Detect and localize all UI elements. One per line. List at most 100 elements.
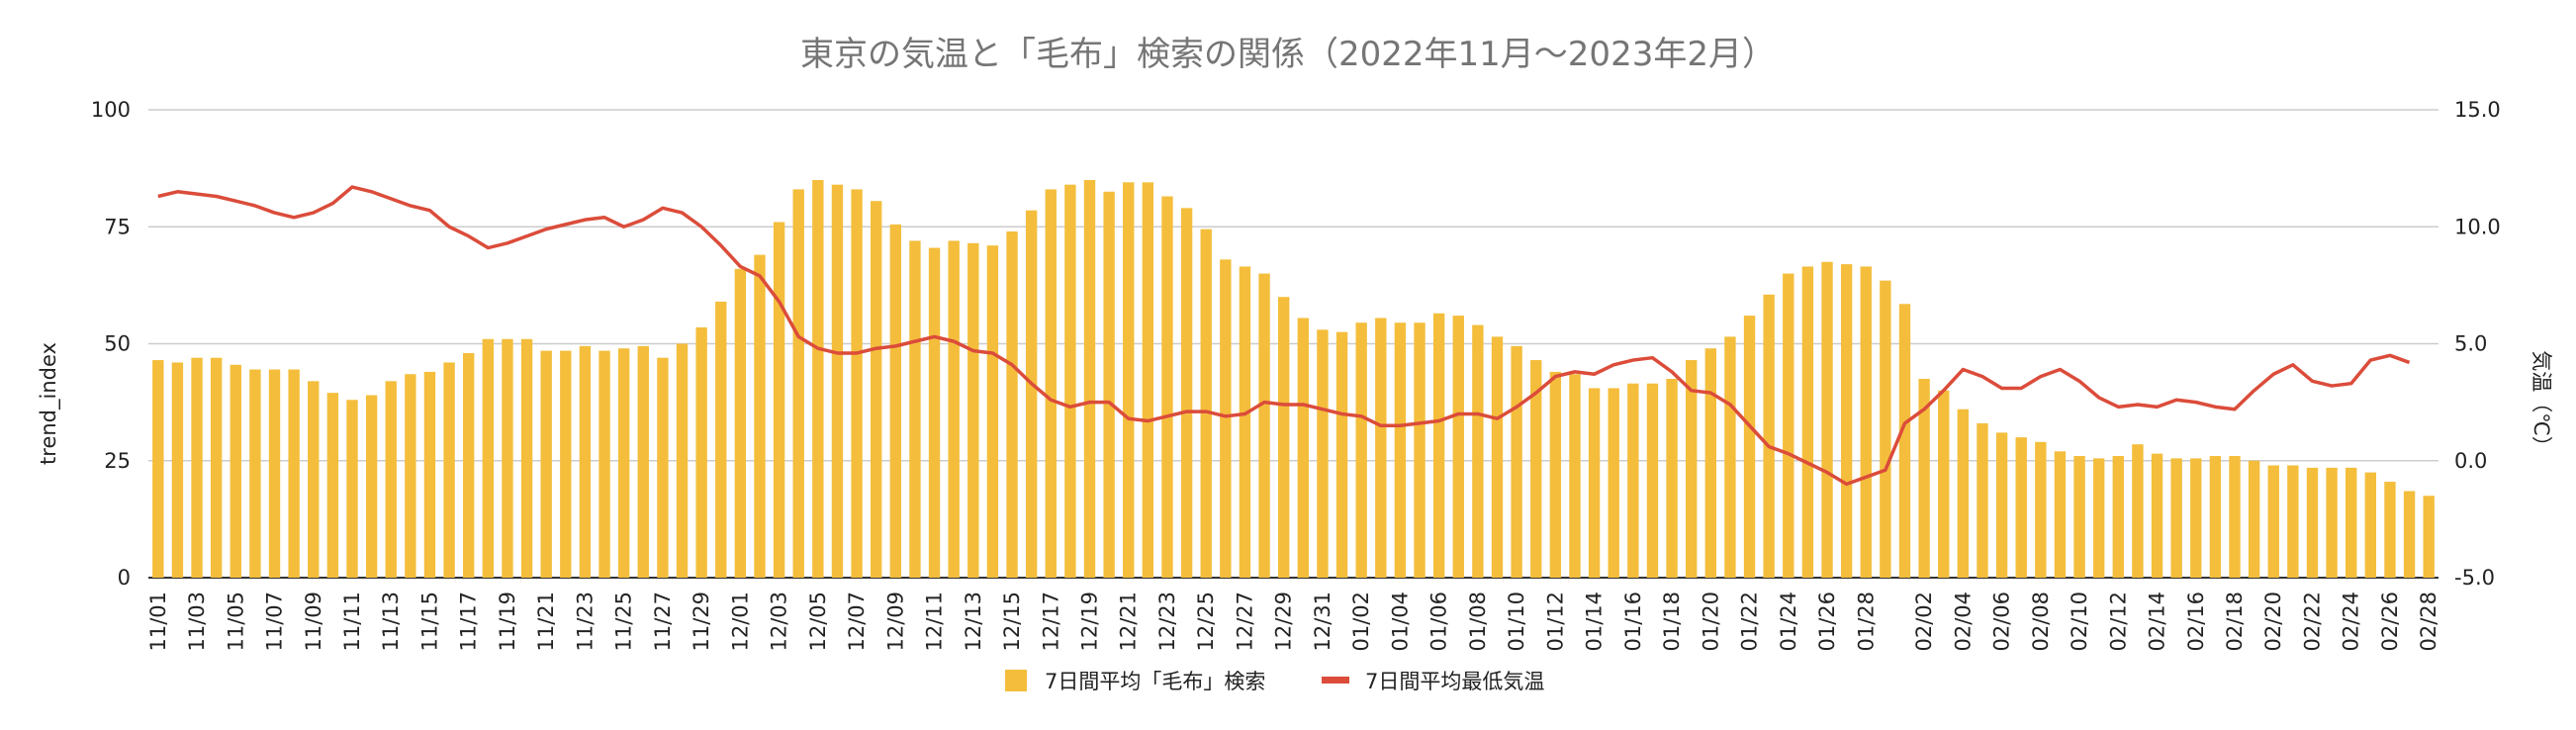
x-tick-label: 01/06 bbox=[1427, 592, 1451, 652]
bar bbox=[385, 381, 397, 578]
x-tick-label: 02/04 bbox=[1951, 592, 1975, 652]
bar bbox=[1083, 179, 1096, 578]
x-tick-label: 01/22 bbox=[1738, 592, 1762, 652]
bar bbox=[308, 381, 320, 578]
bar bbox=[598, 350, 610, 578]
x-tick-label: 12/01 bbox=[728, 592, 752, 652]
bar bbox=[1006, 230, 1018, 579]
right-tick-label: 5.0 bbox=[2454, 332, 2487, 356]
x-tick-label: 01/18 bbox=[1660, 592, 1684, 652]
x-tick-label: 02/28 bbox=[2417, 592, 2440, 652]
bar bbox=[2035, 441, 2047, 578]
bar bbox=[1297, 318, 1309, 578]
bar bbox=[2306, 467, 2319, 578]
x-tick-label: 02/26 bbox=[2378, 592, 2402, 652]
bar bbox=[191, 357, 203, 578]
bar bbox=[2267, 465, 2279, 578]
bar bbox=[520, 338, 533, 578]
x-tick-label: 12/05 bbox=[806, 592, 830, 652]
right-tick-label: 10.0 bbox=[2454, 215, 2501, 238]
right-axis-title: 気温（℃） bbox=[2530, 350, 2553, 457]
bar bbox=[2229, 456, 2241, 578]
x-tick-label: 01/26 bbox=[1815, 592, 1839, 652]
x-tick-label: 11/21 bbox=[534, 592, 558, 652]
bar bbox=[773, 222, 785, 578]
bar bbox=[579, 345, 592, 578]
x-tick-label: 11/09 bbox=[302, 592, 325, 652]
bar bbox=[2384, 482, 2396, 578]
bar bbox=[1938, 390, 1950, 578]
bar bbox=[1646, 383, 1659, 578]
legend-line-label: 7日間平均最低気温 bbox=[1365, 670, 1544, 693]
bar bbox=[792, 189, 804, 578]
bar bbox=[657, 357, 669, 578]
x-tick-label: 02/08 bbox=[2029, 592, 2053, 652]
x-tick-label: 12/23 bbox=[1155, 592, 1179, 652]
bar bbox=[2092, 458, 2105, 578]
bar bbox=[1977, 422, 1988, 578]
bar bbox=[1200, 228, 1212, 579]
bar bbox=[2346, 467, 2357, 578]
x-tick-label: 12/21 bbox=[1117, 592, 1141, 652]
x-tick-label: 12/15 bbox=[1000, 592, 1024, 652]
bar bbox=[1317, 329, 1329, 578]
bar-series bbox=[152, 179, 2435, 579]
bar bbox=[346, 400, 358, 578]
bar bbox=[1588, 388, 1601, 578]
bar bbox=[617, 348, 630, 578]
x-tick-label: 12/13 bbox=[962, 592, 985, 652]
bar bbox=[2132, 444, 2144, 578]
bar bbox=[1258, 273, 1270, 578]
bar bbox=[1763, 294, 1775, 578]
x-tick-label: 12/07 bbox=[845, 592, 869, 652]
bar bbox=[1103, 191, 1115, 578]
bar bbox=[1995, 432, 2008, 578]
left-tick-label: 0 bbox=[118, 566, 131, 590]
right-tick-label: -5.0 bbox=[2454, 566, 2495, 590]
bar bbox=[2403, 491, 2416, 578]
x-tick-label: 02/20 bbox=[2261, 592, 2285, 652]
bar bbox=[1724, 336, 1736, 578]
bar bbox=[1491, 336, 1504, 578]
bar bbox=[1666, 378, 1678, 578]
x-tick-label: 12/17 bbox=[1039, 592, 1062, 652]
bar bbox=[2248, 460, 2260, 578]
x-tick-label: 12/19 bbox=[1078, 592, 1102, 652]
legend-bar-label: 7日間平均「毛布」検索 bbox=[1045, 670, 1265, 693]
right-axis-ticks: -5.0 0.0 5.0 10.0 15.0 bbox=[2454, 98, 2501, 590]
bar bbox=[1064, 184, 1076, 578]
bar bbox=[1511, 345, 1522, 578]
x-tick-label: 11/05 bbox=[224, 592, 247, 652]
bar bbox=[230, 364, 241, 578]
bar bbox=[1025, 210, 1038, 578]
x-tick-label: 12/27 bbox=[1234, 592, 1257, 652]
bar bbox=[2326, 467, 2338, 578]
left-tick-label: 100 bbox=[91, 98, 131, 122]
bar bbox=[754, 254, 766, 578]
x-tick-label: 01/10 bbox=[1505, 592, 1528, 652]
legend-line-swatch bbox=[1322, 677, 1349, 684]
x-tick-label: 11/17 bbox=[457, 592, 481, 652]
bar bbox=[676, 343, 689, 578]
bar bbox=[637, 345, 649, 578]
bar bbox=[948, 240, 960, 578]
x-tick-label: 02/16 bbox=[2184, 592, 2208, 652]
x-tick-label: 02/06 bbox=[1990, 592, 2014, 652]
bar bbox=[986, 245, 999, 579]
bar bbox=[1432, 313, 1445, 578]
bar bbox=[1142, 182, 1154, 578]
x-tick-label: 11/11 bbox=[340, 592, 364, 652]
x-tick-label: 11/03 bbox=[185, 592, 209, 652]
x-tick-label: 12/03 bbox=[768, 592, 791, 652]
bar bbox=[1627, 383, 1639, 578]
x-tick-label: 12/31 bbox=[1311, 592, 1334, 652]
bar bbox=[871, 201, 882, 579]
bar bbox=[1880, 280, 1891, 578]
x-tick-label: 12/09 bbox=[883, 592, 907, 652]
legend: 7日間平均「毛布」検索 7日間平均最低気温 bbox=[1005, 670, 1544, 693]
x-tick-label: 02/14 bbox=[2146, 592, 2169, 652]
x-tick-label: 02/18 bbox=[2223, 592, 2247, 652]
bar bbox=[210, 357, 223, 578]
bar bbox=[1355, 322, 1367, 578]
left-axis-ticks: 0 25 50 75 100 bbox=[91, 98, 131, 590]
